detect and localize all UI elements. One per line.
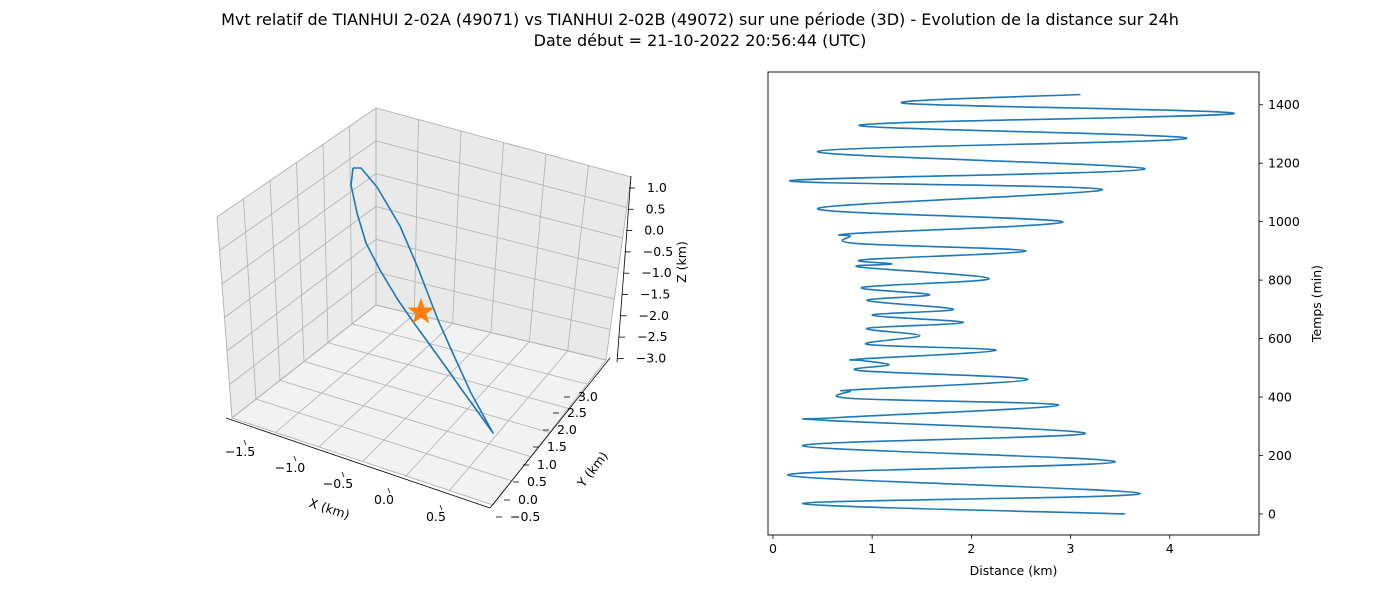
- y-tick-label: 1.0: [537, 457, 557, 472]
- x-tick-label: −1.0: [275, 460, 305, 475]
- y-tick-label: 0.5: [527, 474, 547, 489]
- z-tick-label: 1.0: [647, 180, 667, 195]
- grid-line: [375, 140, 627, 208]
- distance-series-line: [786, 93, 1236, 515]
- x-tick: [439, 504, 443, 511]
- z-tick-label: −3.0: [636, 350, 666, 365]
- y-tick-label: 200: [1268, 448, 1292, 463]
- z-tick-label: −1.0: [641, 265, 671, 280]
- x-tick: [293, 455, 297, 462]
- y-tick-label: 1.5: [547, 439, 567, 454]
- y-tick-label: 3.0: [578, 389, 598, 404]
- x-tick-label: 1: [868, 541, 876, 556]
- grid-line: [216, 107, 377, 218]
- x-tick-label: −0.5: [323, 476, 353, 491]
- z-tick-label: −2.0: [639, 308, 669, 323]
- trajectory-line: [350, 167, 494, 434]
- y-tick-label: 2.0: [557, 422, 577, 437]
- x-axis-label: Distance (km): [970, 563, 1058, 578]
- y-tick-label: 2.5: [567, 405, 587, 420]
- z-tick-label: −0.5: [643, 244, 673, 259]
- grid-line: [219, 140, 377, 251]
- x-tick-label: 0.5: [426, 509, 446, 524]
- z-axis-label: Z (km): [674, 241, 689, 283]
- y-axis-line: [489, 357, 611, 509]
- y-tick-label: 600: [1268, 331, 1292, 346]
- figure-title: Mvt relatif de TIANHUI 2-02A (49071) vs …: [221, 10, 1179, 29]
- z-tick-label: 0.5: [646, 201, 666, 216]
- y-axis-label: Y (km): [573, 449, 611, 491]
- figure-subtitle: Date début = 21-10-2022 20:56:44 (UTC): [533, 31, 867, 50]
- x-tick-label: 0.0: [374, 492, 394, 507]
- y-tick-label: 1200: [1268, 156, 1300, 171]
- x-tick-label: 0: [769, 541, 777, 556]
- plot-frame: [767, 71, 1260, 536]
- y-axis-label: Temps (min): [1309, 265, 1324, 343]
- z-axis-line: [616, 175, 632, 363]
- grid-line: [351, 323, 588, 385]
- y-tick-label: 400: [1268, 390, 1292, 405]
- grid-line: [375, 107, 632, 178]
- grid-line: [375, 304, 607, 361]
- x-tick: [341, 471, 345, 478]
- start-star-marker: [407, 297, 435, 324]
- x-tick: [387, 487, 391, 494]
- z-tick-label: −1.5: [640, 287, 670, 302]
- chart-3d-trajectory: −1.5 −1.0 −0.5 0.0 0.5 X (km) −0.5 0.0 0.5 1.0 1.5…: [216, 107, 689, 524]
- x-tick-label: 4: [1166, 541, 1174, 556]
- y-tick-label: −0.5: [510, 509, 540, 524]
- x-tick: [243, 439, 247, 446]
- x-tick-label: −1.5: [225, 444, 255, 459]
- grid-line: [605, 176, 632, 361]
- y-tick-label: 1000: [1268, 214, 1300, 229]
- z-tick-label: 0.0: [644, 223, 664, 238]
- x-tick-label: 2: [967, 541, 975, 556]
- z-tick-label: −2.5: [637, 329, 667, 344]
- grid-3d: [216, 107, 632, 506]
- x-tick-label: 3: [1067, 541, 1075, 556]
- y-tick-label: 0: [1268, 506, 1276, 521]
- y-tick-label: 800: [1268, 273, 1292, 288]
- y-tick-label: 0.0: [518, 492, 538, 507]
- y-tick-label: 1400: [1268, 97, 1300, 112]
- x-axis-label: X (km): [307, 495, 351, 522]
- x-axis-line: [225, 417, 491, 509]
